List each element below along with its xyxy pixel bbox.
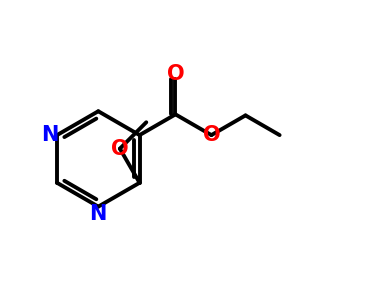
Text: O: O [111, 139, 129, 159]
Text: O: O [167, 64, 184, 84]
Text: N: N [41, 125, 58, 145]
Text: O: O [203, 125, 220, 145]
Text: N: N [89, 204, 107, 224]
